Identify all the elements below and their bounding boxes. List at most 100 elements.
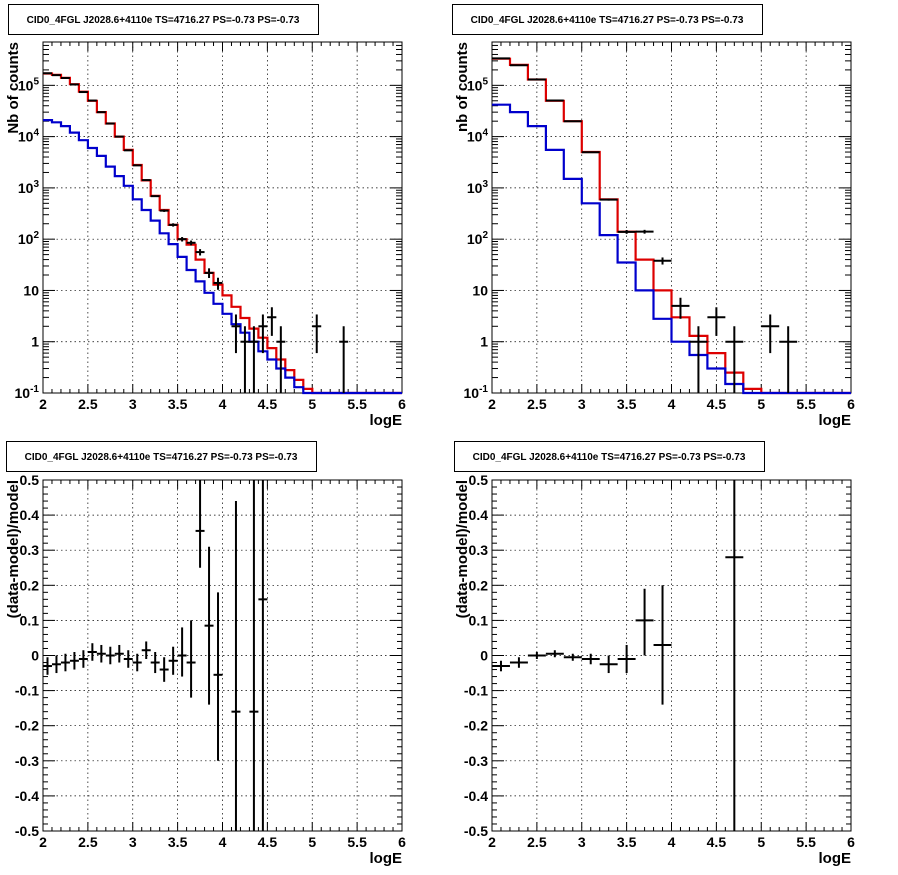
y-tick-label: 105 — [467, 76, 489, 93]
y-tick-label: 0.1 — [469, 612, 489, 628]
data-point — [51, 655, 61, 674]
y-tick-label: 0.2 — [20, 577, 40, 593]
x-tick-label: 5.5 — [796, 396, 816, 412]
data-point — [195, 480, 205, 568]
x-tick-label: 3 — [578, 834, 586, 850]
x-tick-label: 5 — [757, 396, 765, 412]
data-point — [527, 651, 546, 660]
y-axis-title: nb of counts — [454, 42, 471, 132]
chart-panel-1: CID0_4FGL J2028.6+4110e TS=4716.27 PS=-0… — [5, 4, 406, 429]
x-tick-label: 3 — [129, 396, 137, 412]
data-point — [509, 657, 528, 668]
y-tick-label: -0.1 — [464, 683, 488, 699]
y-tick-label: 0 — [31, 648, 39, 664]
data-point — [249, 326, 259, 393]
data-point — [177, 237, 187, 242]
y-tick-label: 103 — [467, 179, 489, 196]
data-point — [87, 643, 97, 661]
histogram-series-red — [43, 72, 402, 395]
x-axis-title: logE — [370, 412, 403, 429]
x-tick-label: 2 — [488, 396, 496, 412]
data-point — [159, 209, 169, 212]
histogram-series-red — [492, 57, 851, 395]
x-tick-label: 6 — [847, 396, 855, 412]
y-tick-label: 1 — [480, 334, 488, 350]
y-axis-title: (data-model)/model — [5, 480, 22, 618]
x-axis-title: logE — [819, 412, 852, 429]
data-point — [653, 585, 672, 705]
data-point — [213, 277, 223, 290]
chart-title: CID0_4FGL J2028.6+4110e TS=4716.27 PS=-0… — [473, 452, 746, 463]
x-tick-label: 6 — [847, 834, 855, 850]
y-axis-title: Nb of counts — [5, 42, 22, 134]
data-point — [581, 653, 600, 665]
data-point — [617, 229, 636, 234]
data-point — [114, 644, 124, 663]
y-tick-label: -0.3 — [464, 753, 488, 769]
data-point — [231, 314, 241, 354]
title-box — [454, 441, 765, 472]
y-tick-label: 0.3 — [20, 542, 40, 558]
data-point — [276, 326, 286, 393]
x-tick-label: 5.5 — [796, 834, 816, 850]
x-tick-label: 6 — [398, 834, 406, 850]
y-tick-label: 10-1 — [464, 384, 489, 401]
data-point — [312, 314, 322, 354]
y-tick-label: 0.5 — [20, 472, 40, 488]
x-tick-label: 3 — [129, 834, 137, 850]
x-tick-label: 2.5 — [527, 834, 547, 850]
data-point — [78, 650, 88, 668]
y-axis-title: (data-model)/model — [454, 480, 471, 618]
data-point — [150, 195, 160, 198]
data-point — [231, 501, 241, 831]
data-point — [249, 480, 259, 831]
x-tick-label: 2 — [39, 396, 47, 412]
x-tick-label: 3.5 — [617, 396, 637, 412]
data-point — [563, 653, 582, 661]
chart-panel-2: CID0_4FGL J2028.6+4110e TS=4716.27 PS=-0… — [452, 4, 855, 429]
y-tick-label: 0.1 — [20, 612, 40, 628]
title-box — [6, 441, 317, 472]
y-tick-label: -0.4 — [464, 788, 488, 804]
data-point — [545, 650, 564, 658]
data-point — [671, 297, 690, 319]
data-point — [492, 660, 510, 672]
data-point — [60, 653, 70, 672]
data-point — [150, 651, 160, 674]
data-point — [195, 249, 205, 256]
data-point — [258, 480, 268, 831]
data-point — [258, 314, 268, 354]
data-point — [177, 627, 187, 677]
x-tick-label: 4.5 — [707, 396, 727, 412]
data-point — [132, 164, 142, 167]
y-tick-label: -0.5 — [15, 823, 39, 839]
data-point — [105, 646, 115, 665]
data-point — [653, 257, 672, 265]
data-point — [725, 480, 744, 831]
data-point — [43, 657, 52, 675]
data-point — [707, 307, 726, 336]
y-tick-label: 10 — [472, 282, 488, 298]
y-tick-label: 104 — [467, 128, 489, 145]
x-tick-label: 2.5 — [78, 396, 98, 412]
title-box — [8, 4, 319, 35]
x-tick-label: 5 — [757, 834, 765, 850]
x-tick-label: 2 — [488, 834, 496, 850]
title-box — [452, 4, 763, 35]
y-tick-label: 0.2 — [469, 577, 489, 593]
y-tick-label: 103 — [18, 179, 40, 196]
y-tick-label: -0.3 — [15, 753, 39, 769]
data-point — [599, 655, 618, 674]
x-tick-label: 6 — [398, 396, 406, 412]
x-tick-label: 4.5 — [258, 396, 278, 412]
x-tick-label: 4 — [668, 834, 676, 850]
data-point — [186, 620, 196, 698]
x-tick-label: 5.5 — [347, 396, 367, 412]
data-point — [761, 314, 780, 354]
x-tick-label: 3.5 — [617, 834, 637, 850]
data-point — [204, 268, 214, 278]
x-tick-label: 5 — [308, 396, 316, 412]
data-point — [635, 588, 654, 656]
